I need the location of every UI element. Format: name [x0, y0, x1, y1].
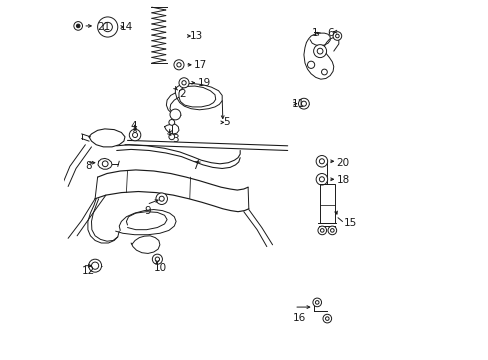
Circle shape — [76, 24, 80, 28]
Text: 14: 14 — [120, 22, 133, 32]
Text: 19: 19 — [197, 78, 210, 88]
Circle shape — [330, 229, 333, 232]
Circle shape — [155, 257, 159, 261]
Text: 13: 13 — [189, 31, 203, 41]
Text: 15: 15 — [343, 218, 356, 228]
Text: 3: 3 — [171, 134, 178, 144]
Circle shape — [74, 22, 82, 30]
Circle shape — [322, 314, 331, 323]
Text: 1: 1 — [311, 28, 318, 38]
Text: 5: 5 — [223, 117, 229, 127]
Circle shape — [152, 254, 162, 264]
Circle shape — [316, 156, 327, 167]
Bar — [320, 184, 334, 223]
Circle shape — [301, 101, 306, 106]
Circle shape — [156, 193, 167, 204]
Circle shape — [298, 98, 309, 109]
Circle shape — [88, 259, 102, 272]
Circle shape — [325, 317, 328, 320]
Circle shape — [317, 48, 322, 54]
Circle shape — [168, 134, 174, 140]
Text: 12: 12 — [81, 266, 95, 276]
Text: 21: 21 — [98, 22, 111, 32]
Text: 8: 8 — [85, 161, 92, 171]
Circle shape — [177, 63, 181, 67]
Circle shape — [170, 109, 181, 120]
Circle shape — [319, 159, 324, 164]
Circle shape — [103, 22, 112, 32]
Circle shape — [159, 196, 164, 201]
Circle shape — [129, 129, 141, 141]
Circle shape — [315, 301, 318, 304]
Text: 4: 4 — [130, 121, 137, 131]
Circle shape — [102, 161, 108, 167]
Text: 16: 16 — [292, 312, 305, 323]
Text: 10: 10 — [153, 263, 166, 273]
Circle shape — [307, 61, 314, 68]
Circle shape — [320, 229, 324, 232]
Circle shape — [321, 69, 326, 75]
Text: 11: 11 — [291, 99, 305, 109]
Circle shape — [313, 45, 326, 58]
Circle shape — [332, 32, 341, 40]
Text: 20: 20 — [336, 158, 349, 168]
Text: 6: 6 — [326, 28, 333, 38]
Circle shape — [132, 132, 137, 138]
Circle shape — [316, 174, 327, 185]
Text: 17: 17 — [194, 60, 207, 70]
Text: 18: 18 — [336, 175, 349, 185]
Circle shape — [327, 226, 336, 235]
Circle shape — [335, 34, 339, 38]
Text: 7: 7 — [192, 161, 199, 171]
Circle shape — [182, 81, 186, 85]
Circle shape — [91, 262, 99, 269]
Circle shape — [168, 120, 174, 125]
Text: 9: 9 — [144, 206, 151, 216]
Circle shape — [179, 78, 189, 88]
Circle shape — [317, 226, 326, 235]
Circle shape — [312, 298, 321, 307]
Circle shape — [319, 177, 324, 182]
Circle shape — [98, 17, 118, 37]
Circle shape — [174, 60, 183, 70]
Text: 2: 2 — [179, 89, 185, 99]
